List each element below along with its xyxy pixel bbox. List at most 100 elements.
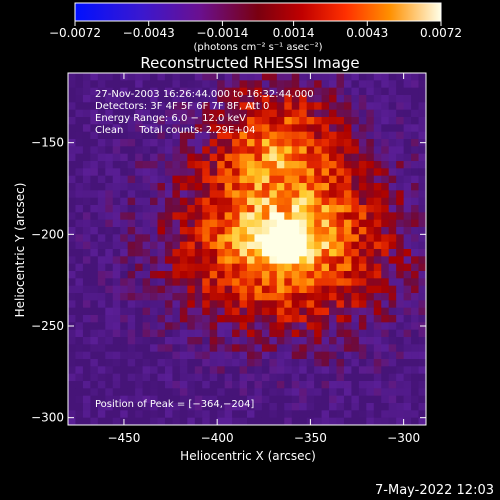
heatmap-cell	[254, 307, 263, 316]
heatmap-cell	[194, 175, 203, 184]
heatmap-cell	[194, 153, 203, 162]
heatmap-cell	[291, 73, 300, 81]
heatmap-cell	[68, 131, 76, 140]
heatmap-cell	[120, 161, 129, 169]
heatmap-cell	[269, 263, 278, 272]
heatmap-cell	[247, 293, 255, 301]
heatmap-cell	[396, 131, 405, 140]
heatmap-cell	[90, 227, 99, 235]
heatmap-cell	[299, 366, 308, 375]
heatmap-cell	[157, 395, 166, 404]
heatmap-cell	[127, 322, 136, 331]
heatmap-cell	[269, 322, 278, 331]
heatmap-cell	[411, 410, 419, 419]
heatmap-cell	[75, 278, 84, 287]
heatmap-cell	[321, 351, 330, 360]
heatmap-cell	[179, 263, 188, 272]
heatmap-cell	[373, 351, 382, 360]
heatmap-cell	[396, 417, 405, 426]
heatmap-cell	[202, 322, 211, 331]
heatmap-cell	[150, 388, 158, 397]
heatmap-cell	[299, 190, 308, 199]
heatmap-cell	[187, 410, 196, 419]
heatmap-cell	[396, 329, 405, 338]
heatmap-cell	[179, 395, 188, 404]
heatmap-cell	[396, 175, 405, 184]
heatmap-cell	[411, 307, 419, 316]
heatmap-cell	[299, 102, 308, 111]
heatmap-cell	[224, 359, 233, 367]
heatmap-cell	[358, 153, 367, 162]
heatmap-cell	[358, 205, 367, 213]
heatmap-cell	[254, 359, 263, 367]
heatmap-cell	[373, 234, 382, 243]
heatmap-cell	[75, 227, 84, 235]
heatmap-cell	[411, 395, 419, 404]
colorbar-tick-label: −0.0014	[196, 26, 248, 40]
heatmap-cell	[254, 183, 263, 191]
heatmap-cell	[411, 131, 419, 140]
heatmap-cell	[336, 175, 345, 184]
heatmap-cell	[329, 410, 337, 419]
colorbar-ticks: −0.0072 −0.0043 −0.0014 0.0014 0.0043 0.0072	[49, 21, 462, 40]
heatmap-cell	[172, 315, 181, 323]
heatmap-cell	[358, 219, 367, 228]
heatmap-cell	[276, 153, 285, 162]
heatmap-cell	[142, 124, 151, 133]
heatmap-cell	[269, 102, 278, 111]
heatmap-cell	[105, 168, 114, 177]
heatmap-cell	[329, 102, 337, 111]
heatmap-cell	[381, 197, 390, 206]
heatmap-cell	[291, 344, 300, 353]
heatmap-cell	[75, 366, 84, 375]
heatmap-cell	[217, 388, 226, 397]
heatmap-cell	[194, 285, 203, 294]
heatmap-cell	[418, 271, 427, 279]
heatmap-cell	[120, 403, 129, 411]
heatmap-cell	[187, 285, 196, 294]
heatmap-cell	[321, 249, 330, 257]
heatmap-cell	[172, 366, 181, 375]
heatmap-cell	[321, 131, 330, 140]
heatmap-cell	[157, 73, 166, 81]
heatmap-cell	[314, 197, 322, 206]
heatmap-cell	[194, 381, 203, 389]
heatmap-cell	[321, 227, 330, 235]
heatmap-cell	[314, 410, 322, 419]
heatmap-cell	[112, 373, 121, 382]
heatmap-cell	[403, 300, 412, 309]
heatmap-cell	[127, 183, 136, 191]
heatmap-cell	[127, 227, 136, 235]
heatmap-cell	[217, 219, 226, 228]
heatmap-cell	[194, 329, 203, 338]
heatmap-cell	[112, 256, 121, 265]
heatmap-cell	[209, 366, 218, 375]
heatmap-cell	[75, 403, 84, 411]
heatmap-cell	[68, 183, 76, 191]
heatmap-cell	[314, 227, 322, 235]
heatmap-cell	[217, 256, 226, 265]
heatmap-cell	[284, 395, 293, 404]
heatmap-cell	[411, 293, 419, 301]
heatmap-cell	[321, 417, 330, 426]
heatmap-cell	[224, 263, 233, 272]
heatmap-cell	[321, 234, 330, 243]
heatmap-cell	[224, 395, 233, 404]
heatmap-cell	[351, 271, 360, 279]
heatmap-cell	[172, 234, 181, 243]
heatmap-cell	[343, 388, 352, 397]
heatmap-cell	[381, 388, 390, 397]
heatmap-cell	[314, 373, 322, 382]
heatmap-cell	[157, 344, 166, 353]
heatmap-cell	[403, 263, 412, 272]
heatmap-cell	[172, 395, 181, 404]
heatmap-cell	[284, 293, 293, 301]
heatmap-cell	[172, 410, 181, 419]
heatmap-cell	[388, 109, 397, 118]
heatmap-cell	[105, 153, 114, 162]
heatmap-cell	[187, 168, 196, 177]
heatmap-cell	[306, 388, 315, 397]
heatmap-cell	[314, 146, 322, 155]
heatmap-cell	[396, 227, 405, 235]
heatmap-cell	[224, 388, 233, 397]
